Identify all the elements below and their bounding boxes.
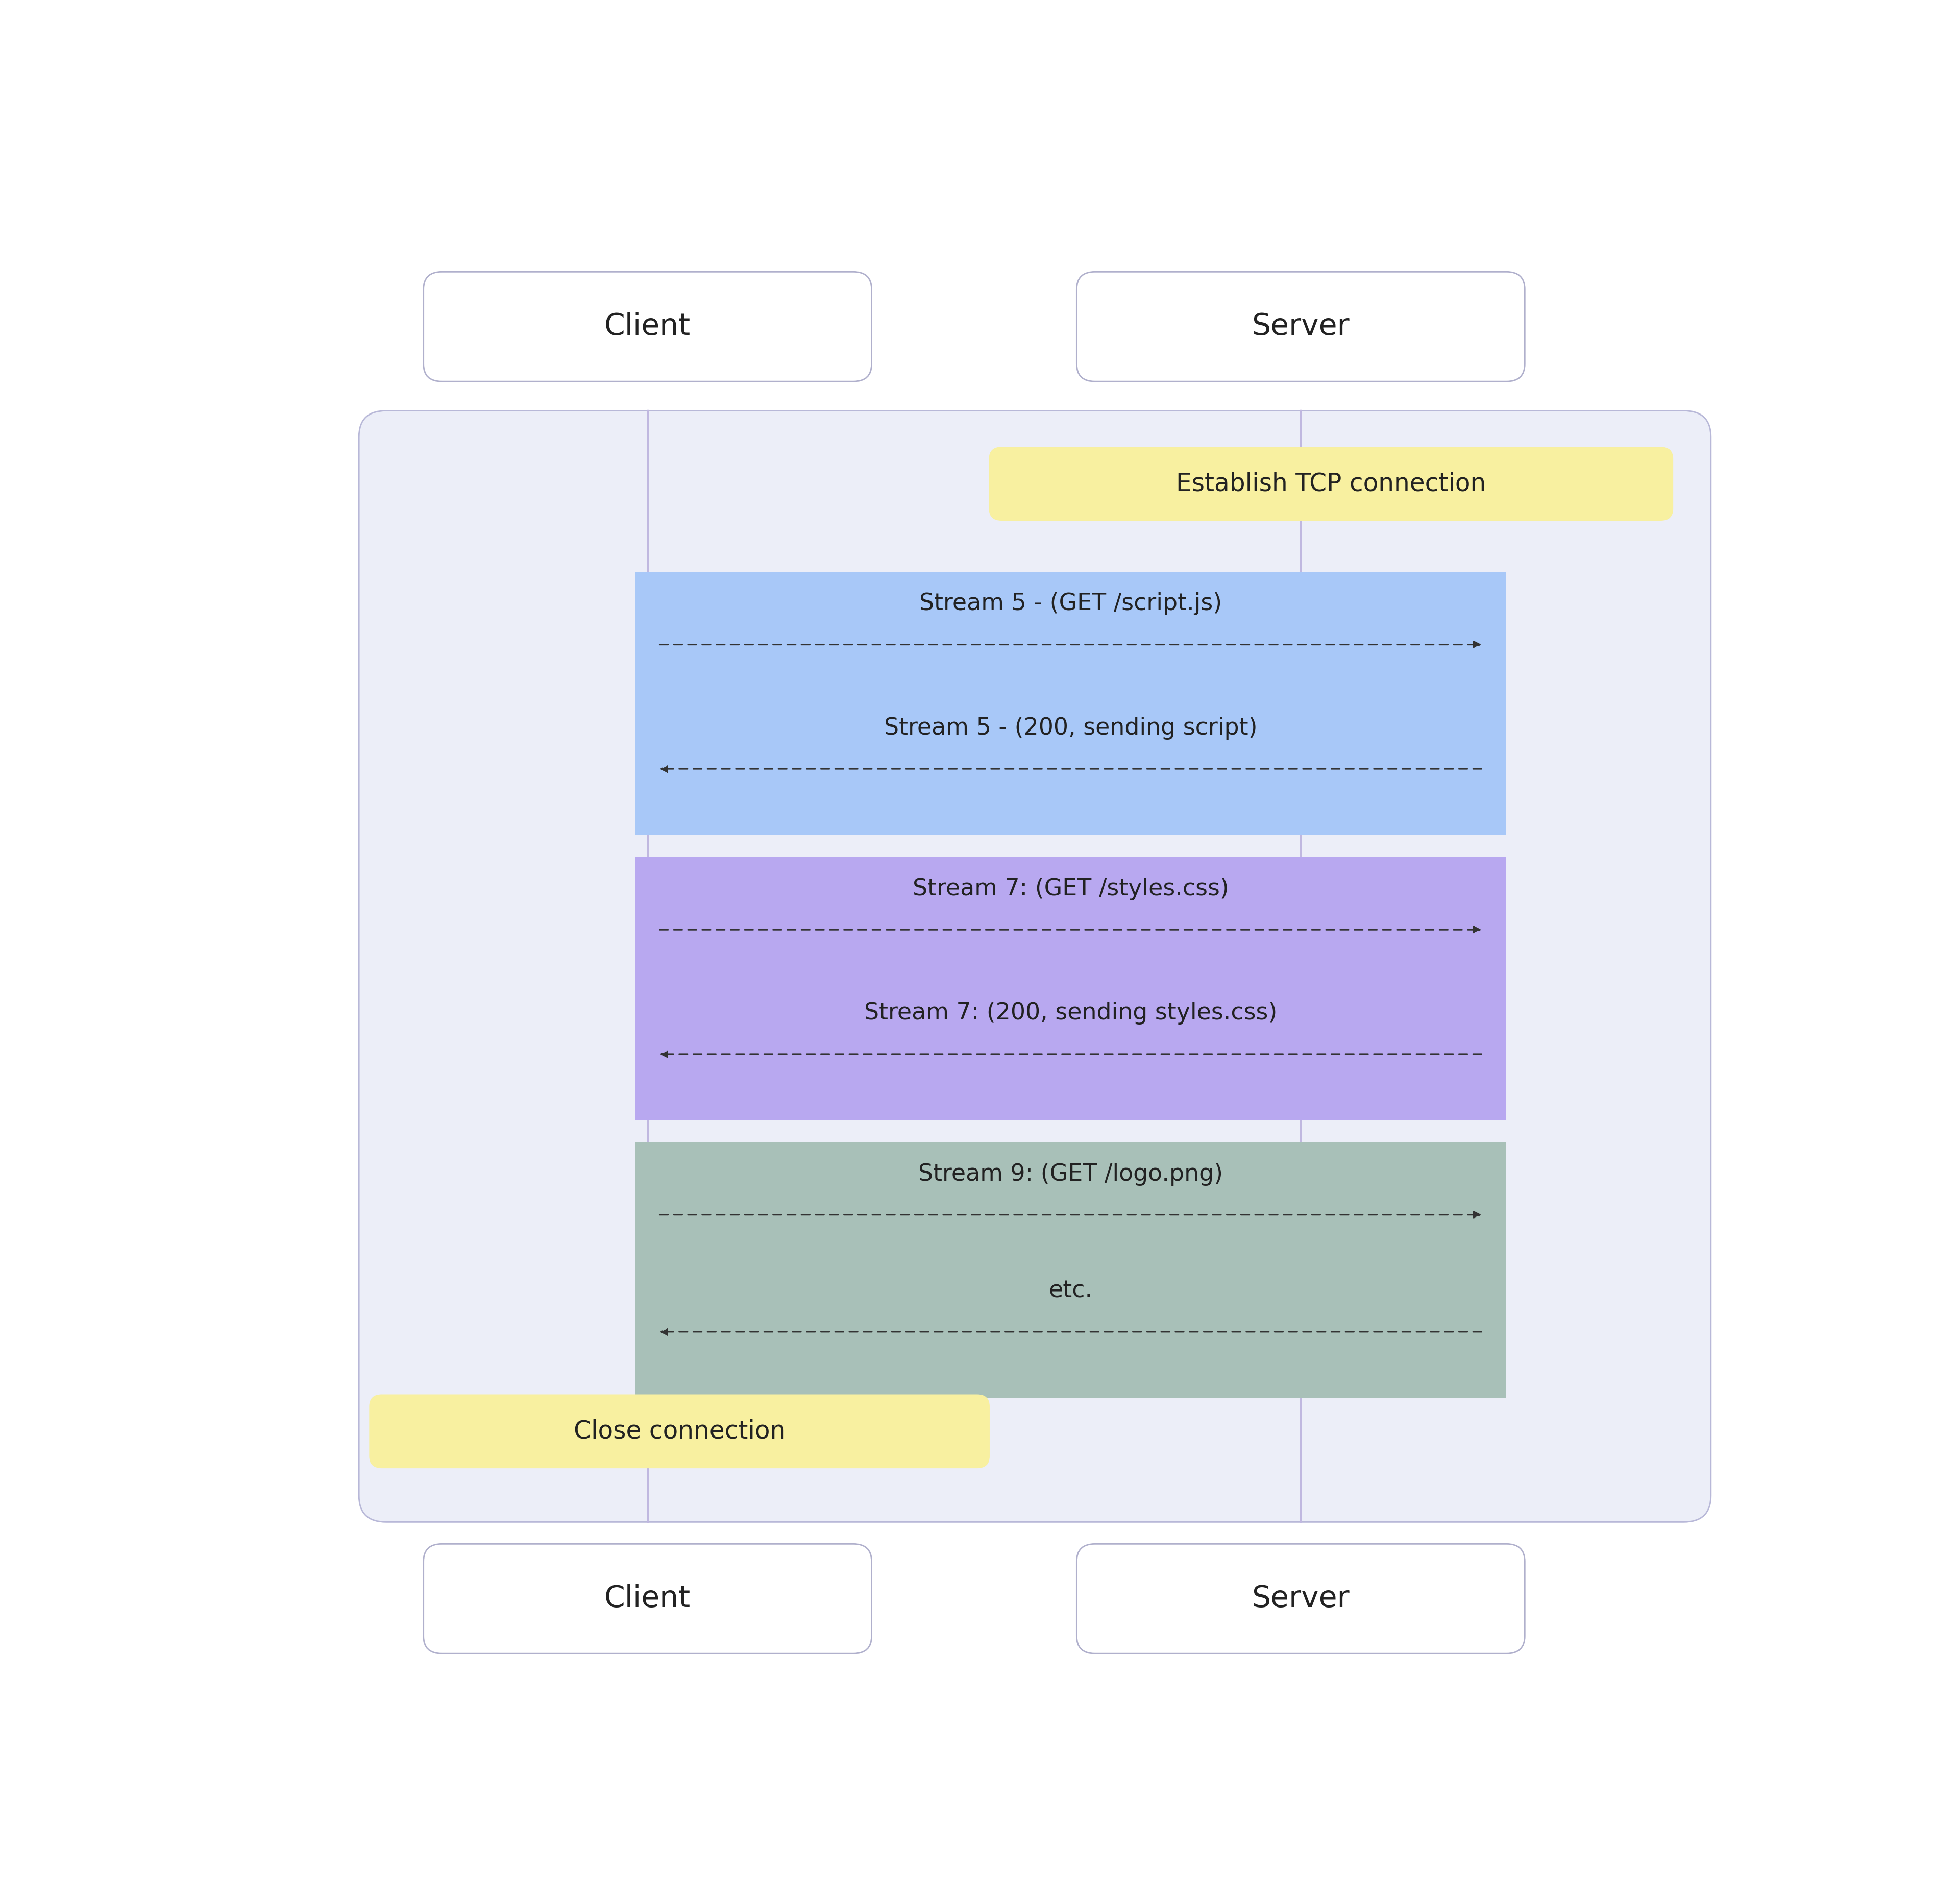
Text: Server: Server	[1252, 311, 1350, 342]
Text: etc.: etc.	[1049, 1280, 1092, 1303]
FancyBboxPatch shape	[423, 1544, 872, 1654]
Text: Stream 7: (GET /styles.css): Stream 7: (GET /styles.css)	[913, 877, 1229, 900]
FancyBboxPatch shape	[370, 1394, 990, 1468]
FancyBboxPatch shape	[423, 272, 872, 382]
Text: Stream 7: (200, sending styles.css): Stream 7: (200, sending styles.css)	[864, 1003, 1278, 1025]
FancyBboxPatch shape	[1076, 272, 1525, 382]
Text: Client: Client	[604, 311, 690, 342]
FancyBboxPatch shape	[359, 410, 1711, 1521]
Text: Close connection: Close connection	[574, 1419, 786, 1443]
Text: Stream 9: (GET /logo.png): Stream 9: (GET /logo.png)	[917, 1162, 1223, 1185]
Text: Server: Server	[1252, 1584, 1350, 1614]
FancyBboxPatch shape	[990, 448, 1674, 520]
FancyBboxPatch shape	[1076, 1544, 1525, 1654]
Text: Establish TCP connection: Establish TCP connection	[1176, 471, 1486, 496]
Bar	[635, 1141, 1505, 1398]
Text: Client: Client	[604, 1584, 690, 1614]
Text: Stream 5 - (200, sending script): Stream 5 - (200, sending script)	[884, 716, 1256, 741]
Bar	[635, 572, 1505, 836]
Bar	[635, 856, 1505, 1120]
Text: Stream 5 - (GET /script.js): Stream 5 - (GET /script.js)	[919, 592, 1221, 615]
